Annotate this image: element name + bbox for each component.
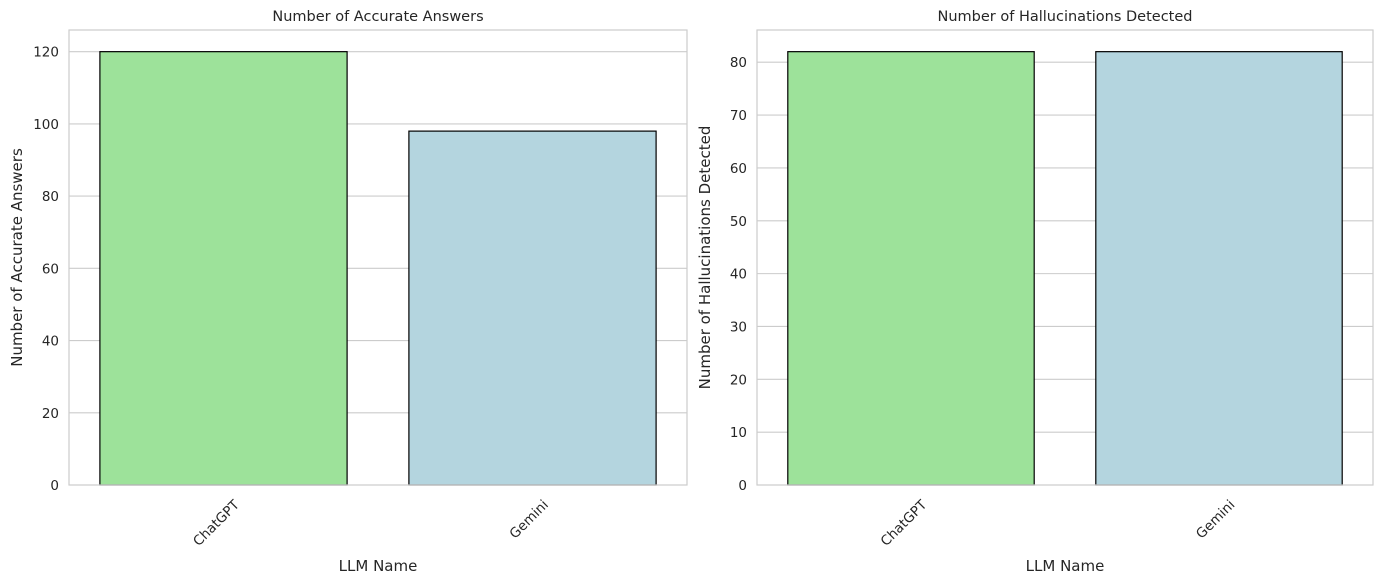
y-tick-label: 20 — [42, 406, 59, 422]
chart-title: Number of Hallucinations Detected — [938, 9, 1193, 25]
plot-frame — [68, 29, 688, 486]
x-tick-label: ChatGPT — [190, 496, 243, 549]
y-tick-label: 80 — [730, 55, 747, 71]
hallucinations-chart: 0 10 20 30 40 50 60 70 80 ChatGPT Gemini Number of … — [696, 9, 1374, 575]
y-tick-label: 70 — [730, 108, 747, 124]
accurate-answers-chart: 0 20 40 60 80 100 120 ChatGPT Gemini Number of Ac… — [8, 9, 688, 575]
bar-gemini — [1095, 51, 1343, 486]
y-tick-label: 100 — [33, 117, 59, 133]
x-tick-label: Gemini — [1193, 497, 1238, 542]
bar-chatgpt — [99, 51, 348, 486]
y-tick-label: 20 — [730, 372, 747, 388]
y-tick-label: 50 — [730, 214, 747, 230]
y-tick-label: 40 — [42, 334, 59, 350]
x-axis-label: LLM Name — [339, 557, 418, 575]
x-tick-label: ChatGPT — [878, 496, 931, 549]
bar-gemini — [408, 130, 657, 486]
x-tick-label: Gemini — [507, 497, 552, 542]
y-tick-label: 60 — [42, 261, 59, 277]
y-axis-label: Number of Hallucinations Detected — [696, 126, 714, 390]
y-tick-label: 10 — [730, 425, 747, 441]
y-tick-label: 30 — [730, 319, 747, 335]
bar-chatgpt — [787, 51, 1035, 486]
y-tick-label: 0 — [738, 478, 747, 494]
y-tick-label: 0 — [50, 478, 59, 494]
y-tick-label: 80 — [42, 189, 59, 205]
y-tick-label: 40 — [730, 267, 747, 283]
y-tick-label: 120 — [33, 45, 59, 61]
y-axis-label: Number of Accurate Answers — [8, 148, 26, 367]
y-tick-label: 60 — [730, 161, 747, 177]
x-axis-label: LLM Name — [1026, 557, 1105, 575]
chart-title: Number of Accurate Answers — [272, 9, 483, 25]
plot-frame — [756, 29, 1374, 486]
